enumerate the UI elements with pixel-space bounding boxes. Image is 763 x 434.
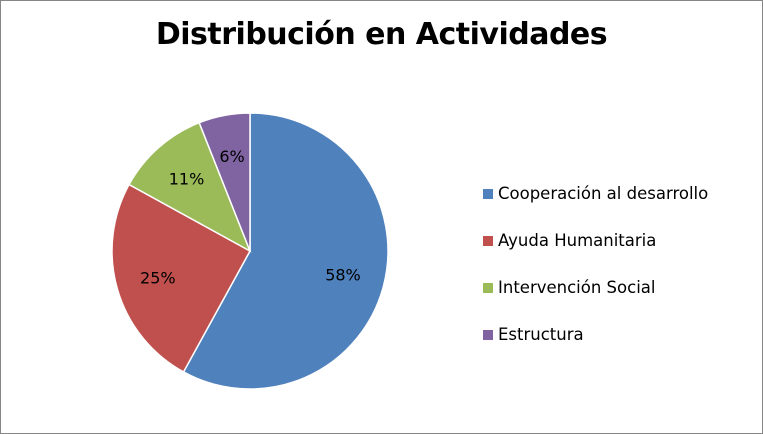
legend-item-estructura: Estructura (483, 311, 708, 358)
pie-slice-estructura (198, 112, 251, 252)
pie-slice-ayuda-humanitaria (111, 183, 252, 373)
legend-swatch (483, 329, 493, 340)
data-label-cooperacion-al-desarrollo: 58% (325, 265, 361, 284)
chart-legend: Cooperación al desarrollo Ayuda Humanitar… (483, 170, 708, 358)
pie-slice-intervencion-social (128, 121, 252, 253)
data-label-intervencion-social: 11% (169, 169, 205, 188)
chart-title: Distribución en Actividades (155, 17, 608, 52)
legend-item-ayuda-humanitaria: Ayuda Humanitaria (483, 217, 708, 264)
data-label-estructura: 6% (219, 147, 244, 166)
legend-swatch (483, 188, 493, 199)
data-label-ayuda-humanitaria: 25% (140, 268, 176, 287)
legend-item-cooperacion-al-desarrollo: Cooperación al desarrollo (483, 170, 708, 217)
legend-swatch (483, 235, 493, 246)
legend-swatch (483, 282, 493, 293)
legend-label: Cooperación al desarrollo (498, 184, 709, 203)
pie-slice-cooperacion-al-desarrollo (182, 112, 389, 390)
legend-label: Intervención Social (498, 278, 656, 297)
legend-label: Ayuda Humanitaria (498, 231, 657, 250)
legend-label: Estructura (498, 325, 584, 344)
legend-item-intervencion-social: Intervención Social (483, 264, 708, 311)
